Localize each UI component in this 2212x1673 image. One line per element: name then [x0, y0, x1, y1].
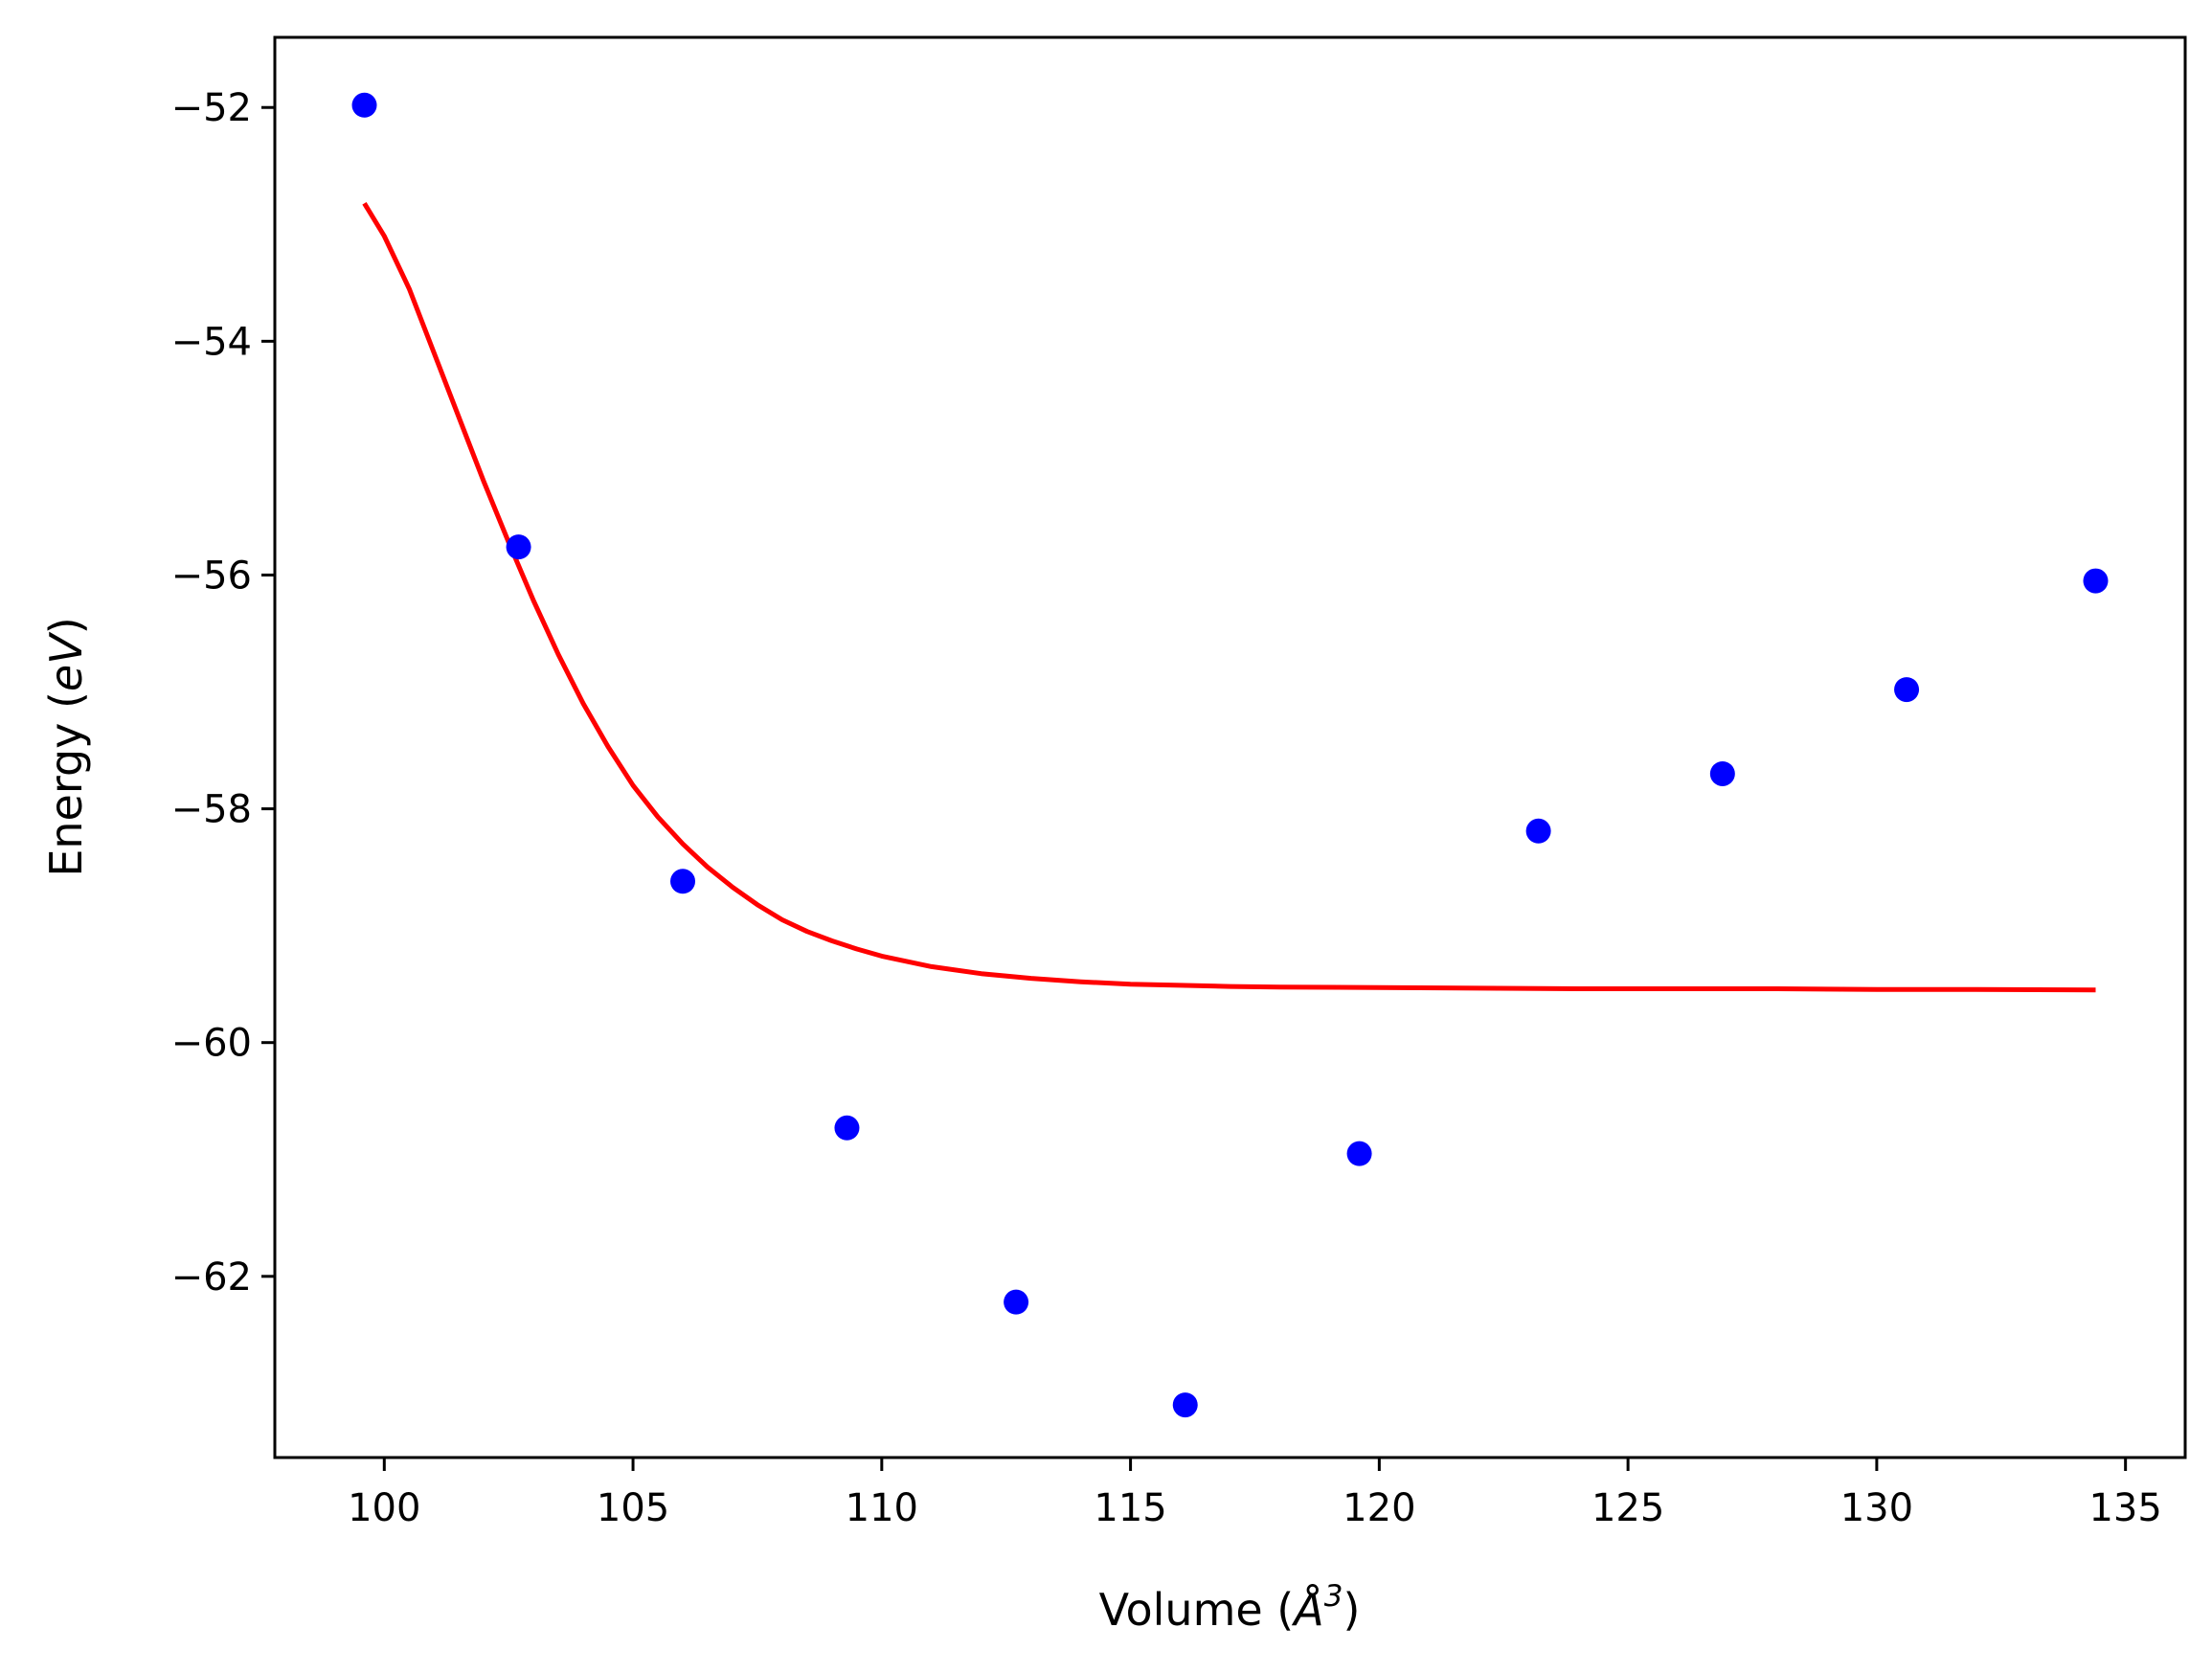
plot-frame: [273, 35, 2187, 1459]
y-tick-label: −52: [171, 86, 252, 130]
data-point: [351, 92, 377, 118]
plot-area: [351, 92, 2109, 1418]
x-tick-label: 135: [2088, 1486, 2161, 1530]
data-point: [834, 1115, 860, 1141]
data-point: [1346, 1141, 1372, 1166]
data-point: [1172, 1392, 1198, 1418]
x-axis: 100 105 110 115 120 125 130 135: [348, 1458, 2162, 1530]
y-axis-label: Energy (eV): [40, 617, 92, 876]
y-tick-label: −56: [171, 554, 252, 598]
x-axis-label: Volume (Å3): [1099, 1579, 1361, 1636]
x-tick-label: 125: [1591, 1486, 1664, 1530]
x-tick-label: 115: [1094, 1486, 1166, 1530]
y-axis: −52 −54 −56 −58 −60 −62: [171, 86, 275, 1300]
data-point: [2083, 568, 2109, 594]
data-point: [1709, 760, 1735, 786]
y-tick-label: −60: [171, 1022, 252, 1066]
x-tick-label: 120: [1343, 1486, 1415, 1530]
data-point: [506, 534, 531, 560]
y-tick-label: −54: [171, 320, 252, 364]
x-tick-label: 110: [846, 1486, 918, 1530]
data-point: [1894, 677, 1920, 703]
x-tick-label: 130: [1840, 1486, 1913, 1530]
data-point: [1525, 818, 1551, 844]
x-tick-label: 100: [348, 1486, 420, 1530]
data-point: [1004, 1289, 1029, 1315]
y-tick-label: −58: [171, 788, 252, 832]
y-tick-label: −62: [171, 1255, 252, 1300]
data-point: [670, 869, 696, 894]
x-tick-label: 105: [597, 1486, 669, 1530]
